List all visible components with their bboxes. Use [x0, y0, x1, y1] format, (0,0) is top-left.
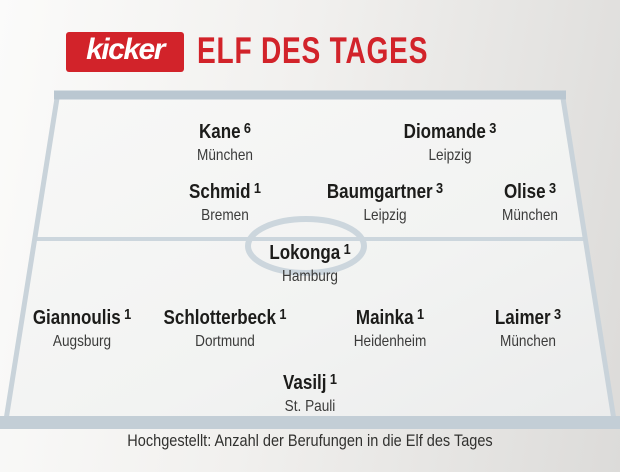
player-block: Schlotterbeck 1 Dortmund: [153, 306, 298, 351]
player-club: Leipzig: [428, 147, 472, 164]
player-callup-count: 3: [554, 306, 562, 323]
pitch-field: [6, 91, 614, 419]
player-club: München: [197, 147, 253, 164]
player-callup-count: 1: [343, 241, 351, 258]
player-name-line: Baumgartner 3: [326, 180, 444, 205]
player-block: Schmid 1 Bremen: [183, 180, 268, 225]
player-callup-count: 6: [243, 120, 252, 137]
player-name: Laimer: [494, 307, 551, 329]
player-name: Lokonga: [269, 242, 341, 264]
player-block: Diomande 3 Leipzig: [395, 120, 504, 165]
player-name-line: Schmid 1: [189, 180, 261, 205]
player-club: Dortmund: [195, 333, 255, 350]
player-name: Vasilj: [283, 372, 327, 394]
pitch-bottom-edge: [0, 416, 620, 429]
player-name-line: Giannoulis 1: [32, 306, 132, 331]
player-club: München: [502, 207, 558, 224]
player-club: Augsburg: [52, 333, 112, 350]
player-club: München: [500, 333, 556, 350]
player-name-line: Lokonga 1: [269, 241, 351, 266]
player-block: Kane 6 München: [192, 120, 258, 165]
player-club: Bremen: [201, 207, 249, 224]
player-block: Vasilj 1 St. Pauli: [278, 371, 342, 416]
pitch-right-edge: [559, 91, 617, 421]
player-name-line: Mainka 1: [354, 306, 427, 331]
player-name: Giannoulis: [32, 307, 121, 329]
player-name-line: Kane 6: [197, 120, 253, 145]
player-block: Olise 3 München: [497, 180, 563, 225]
player-club: St. Pauli: [284, 398, 336, 415]
player-club: Heidenheim: [353, 333, 427, 350]
player-block: Baumgartner 3 Leipzig: [317, 180, 454, 225]
player-callup-count: 1: [279, 306, 287, 323]
player-name: Baumgartner: [326, 181, 433, 203]
player-name-line: Olise 3: [502, 180, 558, 205]
player-name: Schlotterbeck: [163, 307, 276, 329]
player-name-line: Laimer 3: [494, 306, 562, 331]
player-club: Leipzig: [363, 207, 407, 224]
center-circle: [245, 216, 367, 276]
player-callup-count: 3: [436, 180, 444, 197]
player-block: Mainka 1 Heidenheim: [347, 306, 432, 351]
player-block: Giannoulis 1 Augsburg: [24, 306, 140, 351]
player-callup-count: 3: [489, 120, 497, 137]
kicker-logo-text: kicker: [86, 33, 165, 66]
legend-note: Hochgestellt: Anzahl der Berufungen in d…: [127, 432, 493, 450]
player-name-line: Vasilj 1: [283, 371, 337, 396]
pitch-left-edge: [3, 91, 61, 421]
player-name: Diomande: [403, 121, 486, 143]
player-name: Mainka: [355, 307, 414, 329]
player-name: Schmid: [189, 181, 251, 203]
player-name-line: Diomande 3: [403, 120, 497, 145]
player-callup-count: 1: [124, 306, 132, 323]
player-name-line: Schlotterbeck 1: [163, 306, 287, 331]
page-title: ELF DES TAGES: [197, 30, 429, 71]
kicker-logo: kicker: [66, 32, 184, 72]
player-callup-count: 1: [416, 306, 425, 323]
player-callup-count: 1: [253, 180, 261, 197]
player-callup-count: 1: [329, 371, 337, 388]
player-name: Kane: [198, 121, 241, 143]
player-block: Laimer 3 München: [489, 306, 567, 351]
player-club: Hamburg: [282, 268, 338, 285]
player-block: Lokonga 1 Hamburg: [262, 241, 358, 286]
player-callup-count: 3: [548, 180, 557, 197]
player-name: Olise: [503, 181, 546, 203]
